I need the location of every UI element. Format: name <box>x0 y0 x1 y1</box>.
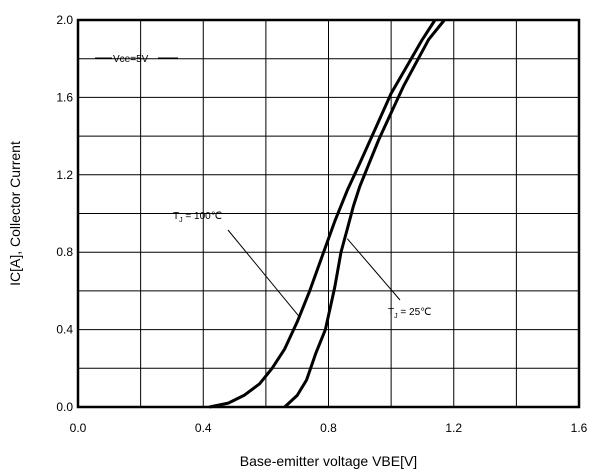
y-tick-label: 0.4 <box>56 323 73 337</box>
grid <box>78 20 579 407</box>
series-label-rest: = 100℃ <box>183 211 222 222</box>
series-label-text: TJ = 100℃ <box>173 211 222 224</box>
series-label-rest: = 25℃ <box>398 307 432 318</box>
x-tick-label: 0.0 <box>70 421 87 435</box>
plot-frame <box>76 18 581 409</box>
x-axis-title: Base-emitter voltage VBE[V] <box>240 453 417 469</box>
x-tick-label: 0.8 <box>320 421 337 435</box>
series-label-main: T <box>388 307 394 318</box>
y-tick-label: 1.6 <box>56 90 73 104</box>
series-label-tj25: TJ = 25℃ <box>346 238 431 320</box>
series-label-text: TJ = 25℃ <box>388 307 431 320</box>
x-tick-label: 1.2 <box>445 421 462 435</box>
y-tick-label: 1.2 <box>56 168 73 182</box>
series-group <box>209 19 446 409</box>
x-tick-label: 1.6 <box>571 421 588 435</box>
tick-labels: 0.0 0.4 0.8 1.2 1.6 0.0 0.4 0.8 1.2 1.6 2.0 <box>56 13 587 435</box>
series-label-leader <box>346 238 401 301</box>
condition-label: Vce=5V <box>113 54 149 65</box>
y-axis-title: IC[A], Collector Current <box>7 141 23 286</box>
series-line-tj25 <box>283 19 446 409</box>
series-label-tj100: TJ = 100℃ <box>173 211 301 319</box>
series-label-main: T <box>173 211 179 222</box>
series-label-sub: J <box>394 313 398 320</box>
y-tick-label: 0.0 <box>56 400 73 414</box>
series-label-sub: J <box>179 217 183 224</box>
y-tick-label: 2.0 <box>56 13 73 27</box>
y-tick-label: 0.8 <box>56 245 73 259</box>
series-label-leader <box>227 229 301 319</box>
x-tick-label: 0.4 <box>195 421 212 435</box>
series-line-tj100 <box>209 19 437 409</box>
